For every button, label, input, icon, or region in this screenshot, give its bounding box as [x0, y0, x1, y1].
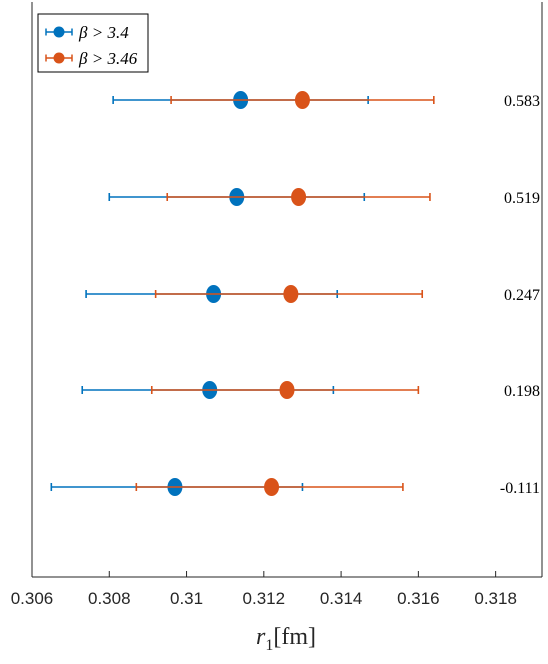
legend-entry-series-1: β > 3.4 — [45, 23, 129, 42]
series-2 — [135, 91, 435, 496]
data-point — [264, 478, 280, 496]
data-point — [294, 91, 310, 109]
x-tick-label: 0.318 — [474, 589, 517, 608]
axes: 0.306 0.308 0.31 0.312 0.314 0.316 0.318 — [11, 2, 543, 608]
data-point — [291, 188, 307, 206]
row-label: -0.111 — [500, 480, 540, 497]
x-axis-label: r1[fm] — [256, 624, 316, 654]
legend-marker-series-1 — [53, 26, 65, 38]
row-label: 0.198 — [504, 383, 540, 400]
x-axis-label-main: r — [256, 624, 266, 650]
legend-marker-series-2 — [53, 52, 65, 64]
series-layer — [50, 91, 435, 496]
legend-label-series-2: β > 3.46 — [78, 49, 138, 68]
x-axis-label-sub: 1 — [265, 637, 273, 654]
x-tick-label: 0.312 — [243, 589, 286, 608]
x-tick-label: 0.306 — [11, 589, 54, 608]
legend: β > 3.4 β > 3.46 — [37, 13, 149, 73]
legend-label-series-1: β > 3.4 — [78, 23, 129, 42]
x-tick-label: 0.316 — [397, 589, 440, 608]
x-axis-label-unit: [fm] — [273, 624, 316, 650]
x-tick-label: 0.308 — [88, 589, 131, 608]
row-label: 0.583 — [504, 93, 540, 110]
data-point — [283, 285, 299, 303]
data-point — [279, 381, 295, 399]
x-tick-label: 0.314 — [320, 589, 363, 608]
row-label: 0.247 — [504, 287, 540, 304]
legend-entry-series-2: β > 3.46 — [45, 49, 138, 68]
x-tick-label: 0.31 — [170, 589, 203, 608]
row-label: 0.519 — [504, 190, 540, 207]
row-label-layer: 0.583 0.519 0.247 0.198 -0.111 — [500, 93, 540, 497]
